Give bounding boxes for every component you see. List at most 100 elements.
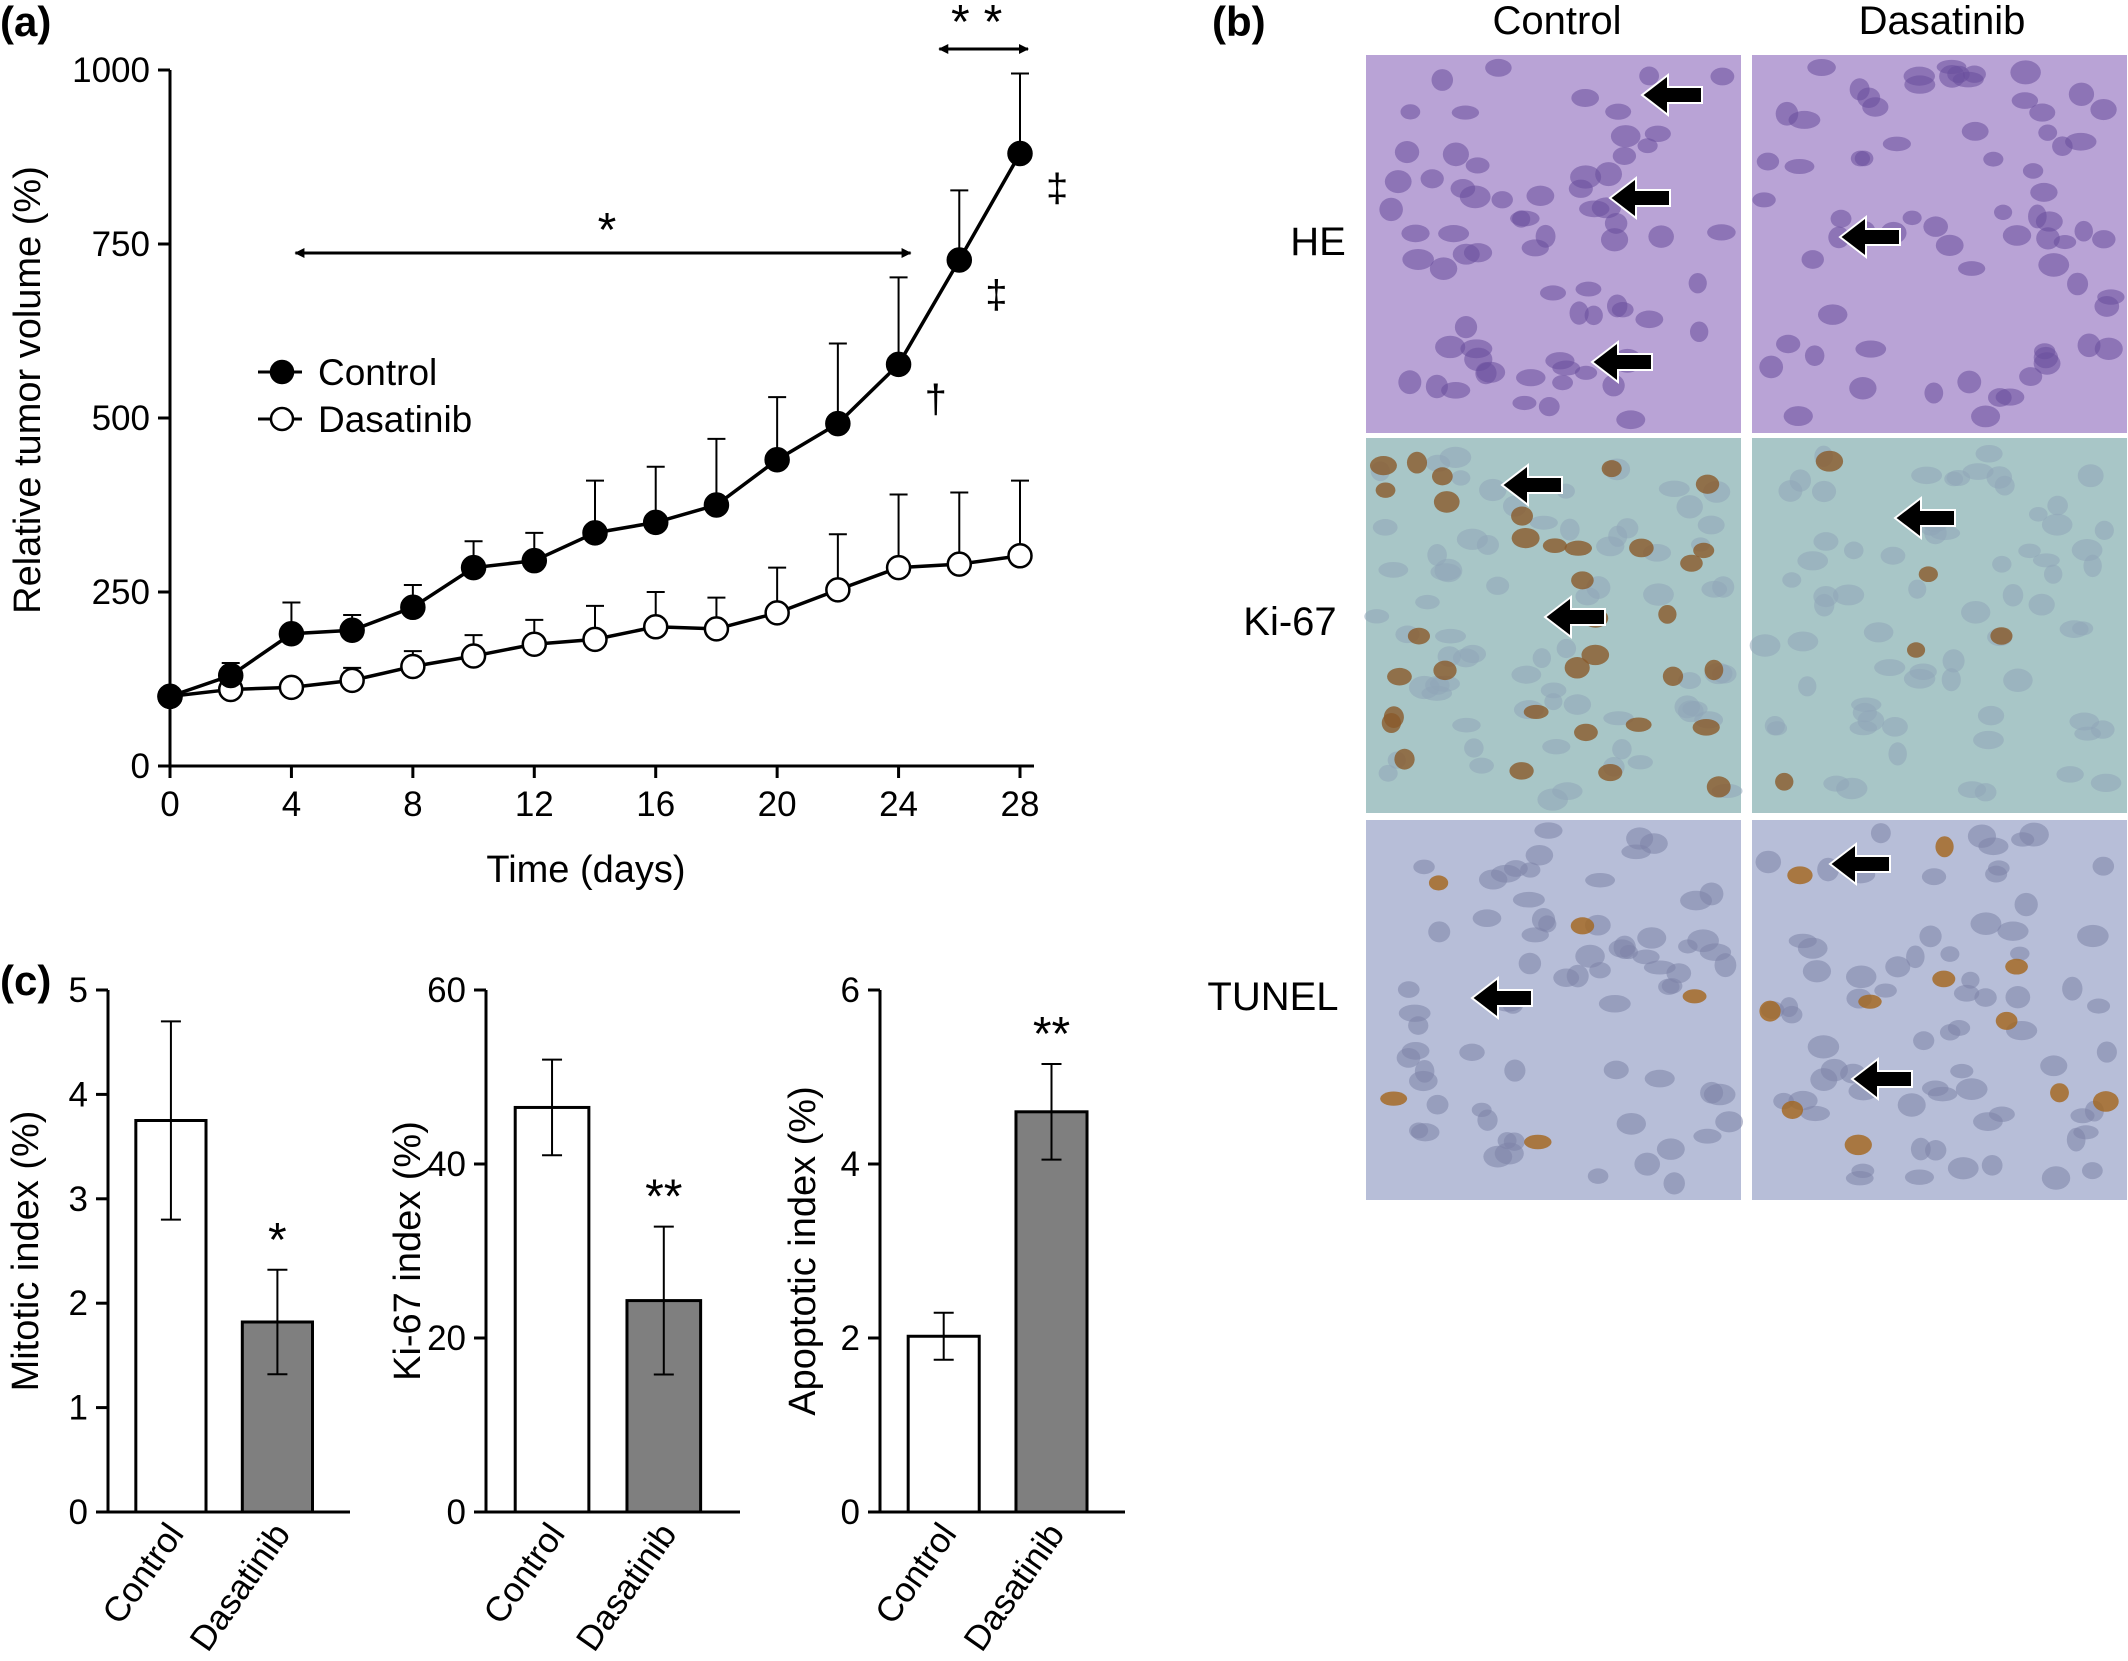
cell-nucleus: [1993, 204, 2013, 220]
stained-nucleus: [1524, 1134, 1552, 1150]
cell-nucleus: [1526, 185, 1555, 206]
cell-nucleus: [1413, 859, 1435, 875]
cell-nucleus: [2005, 986, 2031, 1009]
data-point-dasatinib: [642, 614, 669, 640]
cell-nucleus: [1832, 584, 1865, 606]
cell-nucleus: [1689, 321, 1709, 343]
cell-nucleus: [1491, 191, 1513, 209]
cell-nucleus: [1472, 909, 1502, 928]
y-tick-label: 6: [841, 971, 860, 1010]
cell-nucleus: [1479, 478, 1507, 502]
cell-nucleus: [2047, 495, 2068, 516]
cell-nucleus: [1420, 169, 1444, 189]
stained-nucleus: [2092, 1091, 2119, 1112]
cell-nucleus: [2052, 136, 2073, 157]
cell-nucleus: [1693, 1128, 1722, 1144]
cell-nucleus: [1540, 285, 1566, 301]
stained-nucleus: [1680, 554, 1703, 572]
data-point-dasatinib: [825, 577, 851, 603]
cell-nucleus: [2041, 513, 2073, 536]
cell-nucleus: [1644, 125, 1671, 142]
bar-control: [906, 1334, 981, 1514]
cell-nucleus: [2087, 998, 2111, 1014]
cell-nucleus: [1398, 370, 1422, 395]
cell-nucleus: [1961, 121, 1989, 141]
cell-nucleus: [1973, 730, 2004, 750]
stained-nucleus: [1775, 772, 1794, 791]
cell-nucleus: [1880, 546, 1906, 565]
data-point-dasatinib: [460, 643, 487, 669]
cell-nucleus: [2043, 564, 2063, 584]
cell-nucleus: [1598, 994, 1631, 1013]
stained-nucleus: [1601, 460, 1622, 478]
stained-nucleus: [1598, 763, 1623, 782]
cell-nucleus: [1503, 1132, 1525, 1151]
x-category-label: Dasatinib: [956, 1516, 1072, 1658]
cell-nucleus: [2097, 289, 2125, 305]
cell-nucleus: [2059, 620, 2089, 638]
micrograph-background: [1366, 55, 1741, 433]
micrograph-he-control: [1366, 55, 1741, 433]
cell-nucleus: [1961, 600, 1991, 624]
cell-nucleus: [1759, 355, 1784, 379]
double-dagger-marker-day28: ‡: [1046, 167, 1068, 211]
cell-nucleus: [1857, 709, 1885, 732]
stained-nucleus: [2050, 1083, 2069, 1103]
cell-nucleus: [1552, 375, 1573, 391]
pointer-arrow-icon: [1838, 214, 1901, 260]
panel-a-x-axis-title: Time (days): [486, 849, 685, 891]
cell-nucleus: [1676, 495, 1703, 519]
cell-nucleus: [1379, 197, 1403, 222]
cell-nucleus: [1870, 823, 1891, 844]
legend-dasatinib-label: Dasatinib: [318, 399, 472, 440]
cell-nucleus: [1836, 777, 1868, 800]
micrograph-he-dasatinib: [1752, 55, 2127, 433]
cell-nucleus: [1992, 555, 2012, 573]
cell-nucleus: [1394, 141, 1420, 164]
cell-nucleus: [2038, 253, 2070, 277]
y-tick-label: 0: [447, 1493, 466, 1532]
panel-a-data-points: [157, 140, 1033, 710]
cell-nucleus: [1571, 88, 1600, 107]
cell-nucleus: [1656, 1138, 1685, 1160]
cell-nucleus: [1451, 470, 1471, 486]
cell-nucleus: [1903, 66, 1935, 86]
cell-nucleus: [1504, 1059, 1526, 1082]
cell-nucleus: [1983, 151, 2004, 167]
cell-nucleus: [1616, 410, 1646, 430]
cell-nucleus: [1970, 912, 2002, 935]
cell-nucleus: [2040, 1055, 2068, 1077]
cell-nucleus: [1800, 1105, 1831, 1122]
row-label-he: HE: [1290, 220, 1346, 264]
y-tick-label: 2: [69, 1284, 88, 1323]
data-point-control: [339, 617, 365, 644]
cell-nucleus: [2038, 124, 2058, 141]
cell-nucleus: [1648, 225, 1674, 248]
cell-nucleus: [1845, 965, 1877, 989]
cell-nucleus: [1697, 515, 1725, 535]
cell-nucleus: [1807, 1035, 1840, 1059]
stained-nucleus: [1570, 917, 1595, 935]
cell-nucleus: [1531, 907, 1556, 932]
row-label-tunel: TUNEL: [1207, 975, 1338, 1019]
cell-nucleus: [1967, 824, 1997, 848]
x-tick-label: 0: [160, 785, 179, 824]
cell-nucleus: [2077, 464, 2104, 488]
cell-nucleus: [1639, 66, 1660, 86]
micrograph-ki-67-dasatinib: [1749, 438, 2127, 813]
y-tick-label: 1: [69, 1389, 88, 1428]
data-point-control: [460, 554, 487, 581]
cell-nucleus: [2077, 924, 2109, 948]
cell-nucleus: [1752, 192, 1776, 208]
cell-nucleus: [1427, 544, 1447, 566]
cell-nucleus: [1904, 1169, 1935, 1185]
cell-nucleus: [1942, 649, 1965, 673]
stained-nucleus: [1511, 527, 1540, 549]
cell-nucleus: [1518, 952, 1542, 975]
cell-nucleus: [1939, 1024, 1961, 1041]
data-point-dasatinib: [764, 600, 790, 626]
stained-nucleus: [1380, 1091, 1408, 1106]
cell-nucleus: [1465, 157, 1490, 174]
cell-nucleus: [1476, 361, 1506, 383]
cell-nucleus: [1589, 962, 1611, 979]
